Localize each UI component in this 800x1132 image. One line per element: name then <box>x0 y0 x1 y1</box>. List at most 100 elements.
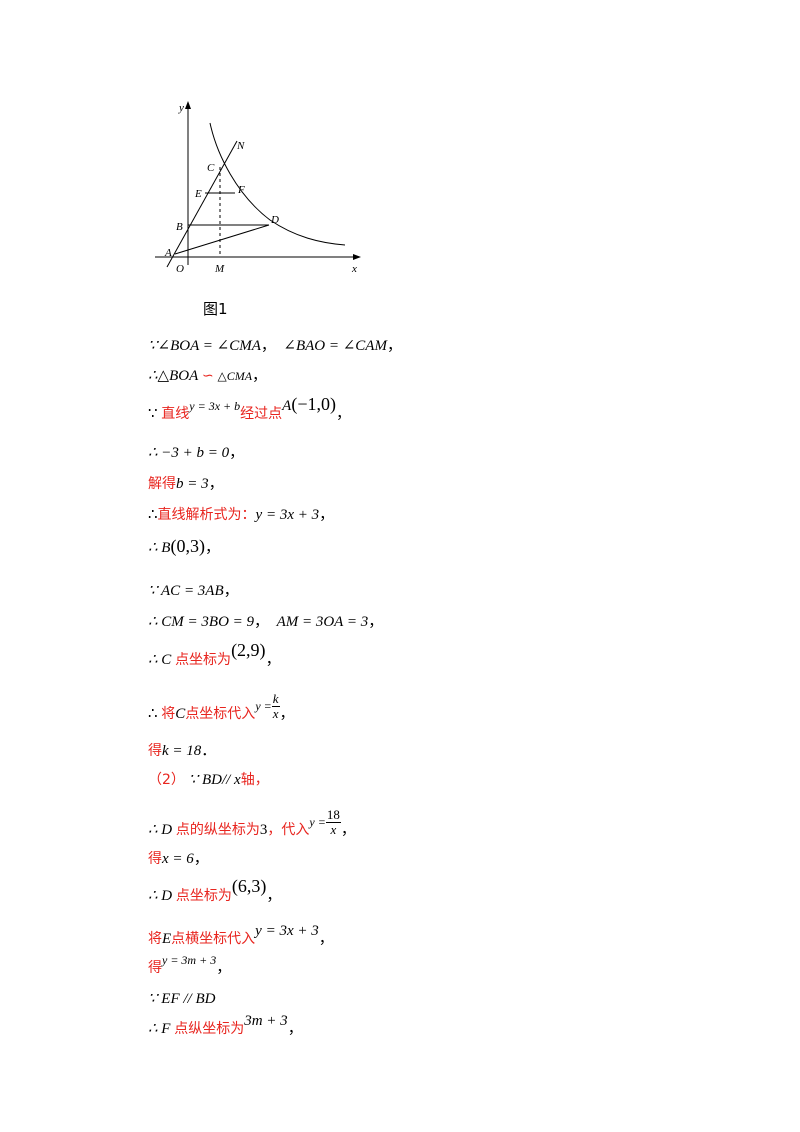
l4-a: ∴ −3 + b = 0 <box>148 445 230 461</box>
hyperbola-curve <box>209 122 346 246</box>
l10-a: ∴ C <box>148 652 172 668</box>
line-4: ∴ −3 + b = 0， <box>148 443 244 463</box>
l1-c: ∠BAO = ∠CAM <box>283 338 387 354</box>
line-12: 得k = 18． <box>148 741 216 761</box>
segment-AD <box>174 224 270 255</box>
line-1: ∵∠BOA = ∠CMA， ∠BAO = ∠CAM， <box>148 336 402 356</box>
l3-g: ， <box>335 406 351 422</box>
label-M: M <box>214 263 225 275</box>
line-18: 得y = 3m + 3， <box>148 953 232 978</box>
line-19: ∵ EF // BD <box>148 989 215 1009</box>
l10-d: ， <box>265 652 281 668</box>
l5-c: ， <box>208 476 224 492</box>
l20-d: ， <box>287 1021 303 1037</box>
y-axis-arrow-icon <box>185 101 191 109</box>
l11-f: ， <box>279 705 295 722</box>
l6-b: 直线解析式为： <box>157 507 256 523</box>
l2-a: ∴△BOA <box>148 368 199 384</box>
figure-svg: y x O M A B C D E F N <box>155 101 361 275</box>
l18-b: y = 3m + 3 <box>162 953 217 967</box>
label-F: F <box>237 184 245 196</box>
label-B: B <box>176 221 183 233</box>
line-8: ∵ AC = 3AB， <box>148 581 239 601</box>
l14-c: 3 <box>259 821 268 838</box>
line-9: ∴ CM = 3BO = 9， AM = 3OA = 3， <box>148 612 383 632</box>
l2-d: ， <box>252 368 268 384</box>
l9-c: AM = 3OA = 3 <box>276 614 369 630</box>
figure-caption: 图1 <box>203 300 228 318</box>
l19-a: ∵ EF // BD <box>148 991 216 1007</box>
l16-a: ∴ D <box>148 888 173 904</box>
label-C: C <box>207 162 215 174</box>
l17-d: y = 3x + 3 <box>255 923 319 939</box>
geometry-figure: y x O M A B C D E F N <box>145 95 375 285</box>
line-14: ∴ D 点的纵坐标为3，代入y = 18 x， <box>148 808 356 845</box>
l14-d: ，代入 <box>267 821 310 838</box>
label-y: y <box>178 102 184 114</box>
l6-d: ， <box>319 507 335 523</box>
l11-a: ∴ <box>148 705 158 722</box>
label-A: A <box>164 247 172 259</box>
line-3: ∵ 直线y = 3x + b经过点A(−1,0)， <box>148 394 351 424</box>
l3-d: 经过点 <box>240 406 283 422</box>
l7-c: ， <box>204 540 220 556</box>
l3-b: 直线 <box>161 406 190 422</box>
l15-b: x = 6 <box>162 851 194 867</box>
l11-den: x <box>272 706 279 721</box>
l2-c: △CMA <box>217 369 253 383</box>
l9-a: ∴ CM = 3BO = 9 <box>148 614 255 630</box>
l17-c: 点横坐标代入 <box>171 931 256 947</box>
l17-e: ， <box>318 931 334 947</box>
l7-a: ∴ B <box>148 540 171 556</box>
x-axis-arrow-icon <box>353 254 361 260</box>
line-AN <box>166 140 238 268</box>
l16-d: ， <box>266 888 282 904</box>
l18-a: 得 <box>148 960 162 976</box>
l16-b: 点坐标为 <box>175 888 232 904</box>
l18-c: ， <box>216 960 232 976</box>
label-E: E <box>194 188 202 200</box>
l3-c: y = 3x + b <box>189 399 241 413</box>
line-16: ∴ D 点坐标为(6,3)， <box>148 876 282 906</box>
l1-b: ， <box>260 338 276 354</box>
l14-e: y = <box>309 814 326 829</box>
l2-b: ∽ <box>202 368 214 384</box>
l20-b: 点纵坐标为 <box>174 1021 245 1037</box>
l11-c: C <box>175 705 186 722</box>
l14-b: 点的纵坐标为 <box>175 821 260 838</box>
line-6: ∴直线解析式为：y = 3x + 3， <box>148 505 334 525</box>
l13-a: （2） <box>148 772 185 788</box>
l4-b: ， <box>229 445 245 461</box>
l9-b: ， <box>254 614 270 630</box>
l15-a: 得 <box>148 851 162 867</box>
label-O: O <box>176 263 184 275</box>
l13-b: ∵ BD// x <box>188 772 241 788</box>
label-N: N <box>236 140 245 152</box>
l8-b: ， <box>223 583 239 599</box>
fraction-18-over-x: 18 x <box>325 807 341 837</box>
l20-a: ∴ F <box>148 1021 171 1037</box>
l17-b: E <box>162 931 172 947</box>
l10-b: 点坐标为 <box>175 652 232 668</box>
l10-c: (2,9) <box>231 640 266 660</box>
l11-num: k <box>271 691 280 707</box>
l14-num: 18 <box>325 807 341 823</box>
l12-a: 得 <box>148 743 162 759</box>
l6-a: ∴ <box>148 507 158 523</box>
l3-e: A <box>282 398 292 414</box>
label-D: D <box>270 214 279 226</box>
l7-b: (0,3) <box>170 536 205 556</box>
l5-a: 解得 <box>148 476 176 492</box>
line-5: 解得b = 3， <box>148 474 224 494</box>
l13-c: 轴， <box>240 772 269 788</box>
l14-den: x <box>330 822 337 837</box>
l15-c: ， <box>193 851 209 867</box>
l3-f: (−1,0) <box>291 394 336 414</box>
l11-d: 点坐标代入 <box>185 705 256 722</box>
l14-a: ∴ D <box>148 821 173 838</box>
l14-f: ， <box>340 821 356 838</box>
l16-c: (6,3) <box>231 876 267 896</box>
line-11: ∴ 将C点坐标代入y = k x， <box>148 692 295 729</box>
line-17: 将E点横坐标代入y = 3x + 3， <box>148 923 334 949</box>
